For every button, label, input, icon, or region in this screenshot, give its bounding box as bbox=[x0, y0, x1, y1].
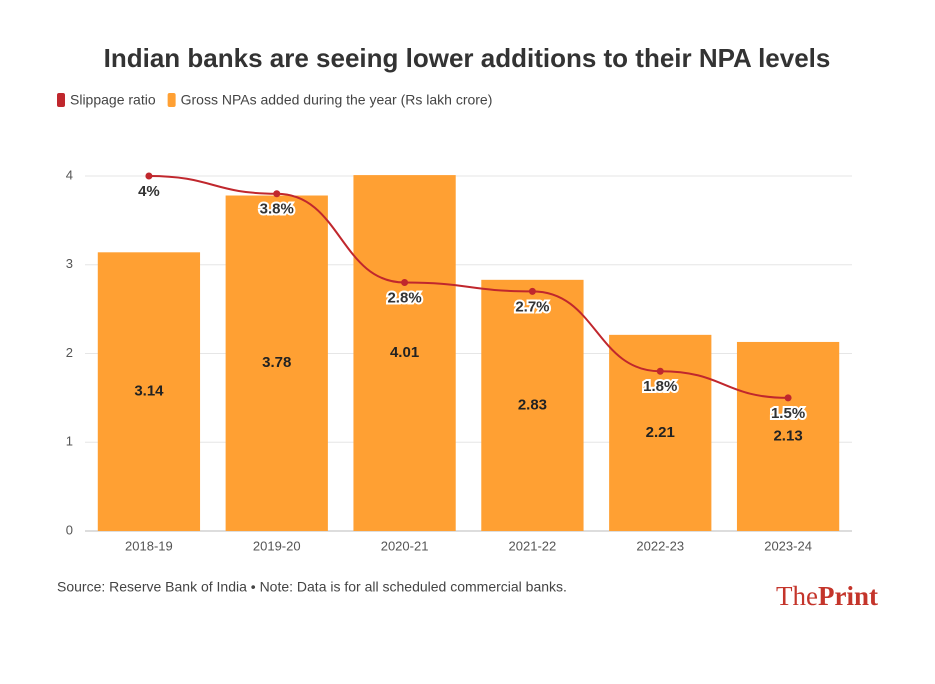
line-point bbox=[273, 190, 281, 198]
x-tick-label: 2021-22 bbox=[509, 538, 557, 553]
y-tick-label: 0 bbox=[66, 522, 73, 537]
x-tick-label: 2020-21 bbox=[381, 538, 429, 553]
bar-label: 2.83 bbox=[518, 396, 547, 413]
line-label: 4% bbox=[138, 183, 160, 200]
logo-part: Print bbox=[818, 581, 878, 611]
y-tick-label: 3 bbox=[66, 256, 73, 271]
legend-item: Slippage ratio bbox=[57, 92, 156, 108]
logo-part: The bbox=[776, 581, 818, 611]
bar bbox=[481, 279, 584, 531]
line-point bbox=[401, 278, 409, 286]
bars bbox=[97, 175, 840, 532]
line-label: 2.8% bbox=[387, 289, 421, 306]
line-label: 3.8% bbox=[260, 201, 294, 218]
grid bbox=[85, 175, 852, 532]
line-point bbox=[528, 287, 536, 295]
legend-label: Gross NPAs added during the year (Rs lak… bbox=[181, 92, 493, 108]
legend-swatch bbox=[167, 93, 176, 107]
y-tick-label: 4 bbox=[66, 167, 73, 182]
line bbox=[148, 174, 789, 399]
line-label: 1.8% bbox=[643, 378, 677, 395]
bar-label: 2.13 bbox=[773, 427, 802, 444]
labels: 4% 3.8% 2.8% 2.7% 1.8% 1.5% 3.14 3.78 4.01 2.83 2.… bbox=[133, 181, 807, 446]
x-tick-label: 2023-24 bbox=[764, 538, 812, 553]
y-tick-label: 2 bbox=[66, 345, 73, 360]
bar-label: 3.78 bbox=[262, 354, 291, 371]
legend-item: Gross NPAs added during the year (Rs lak… bbox=[167, 92, 493, 108]
line-point bbox=[656, 367, 664, 375]
legend-label: Slippage ratio bbox=[70, 92, 156, 108]
line-point bbox=[145, 172, 153, 180]
bar bbox=[609, 334, 712, 531]
line-label: 2.7% bbox=[515, 298, 549, 315]
lines bbox=[145, 172, 792, 402]
bar-label: 3.14 bbox=[134, 383, 164, 400]
bar bbox=[97, 252, 201, 531]
bar bbox=[225, 195, 328, 531]
bar-label: 2.21 bbox=[646, 424, 675, 441]
line-point bbox=[784, 394, 792, 402]
bar-label: 4.01 bbox=[390, 344, 419, 361]
bar bbox=[353, 175, 456, 532]
line-label: 1.5% bbox=[771, 405, 805, 422]
chart-title: Indian banks are seeing lower additions … bbox=[104, 43, 831, 73]
source-note: Source: Reserve Bank of India • Note: Da… bbox=[57, 579, 567, 595]
legend-swatch bbox=[57, 93, 65, 107]
x-tick-label: 2019-20 bbox=[253, 538, 301, 553]
bar bbox=[736, 341, 840, 531]
y-tick-label: 1 bbox=[66, 434, 73, 449]
x-tick-label: 2018-19 bbox=[125, 538, 173, 553]
x-tick-label: 2022-23 bbox=[636, 538, 684, 553]
logo: ThePrint bbox=[776, 581, 878, 611]
